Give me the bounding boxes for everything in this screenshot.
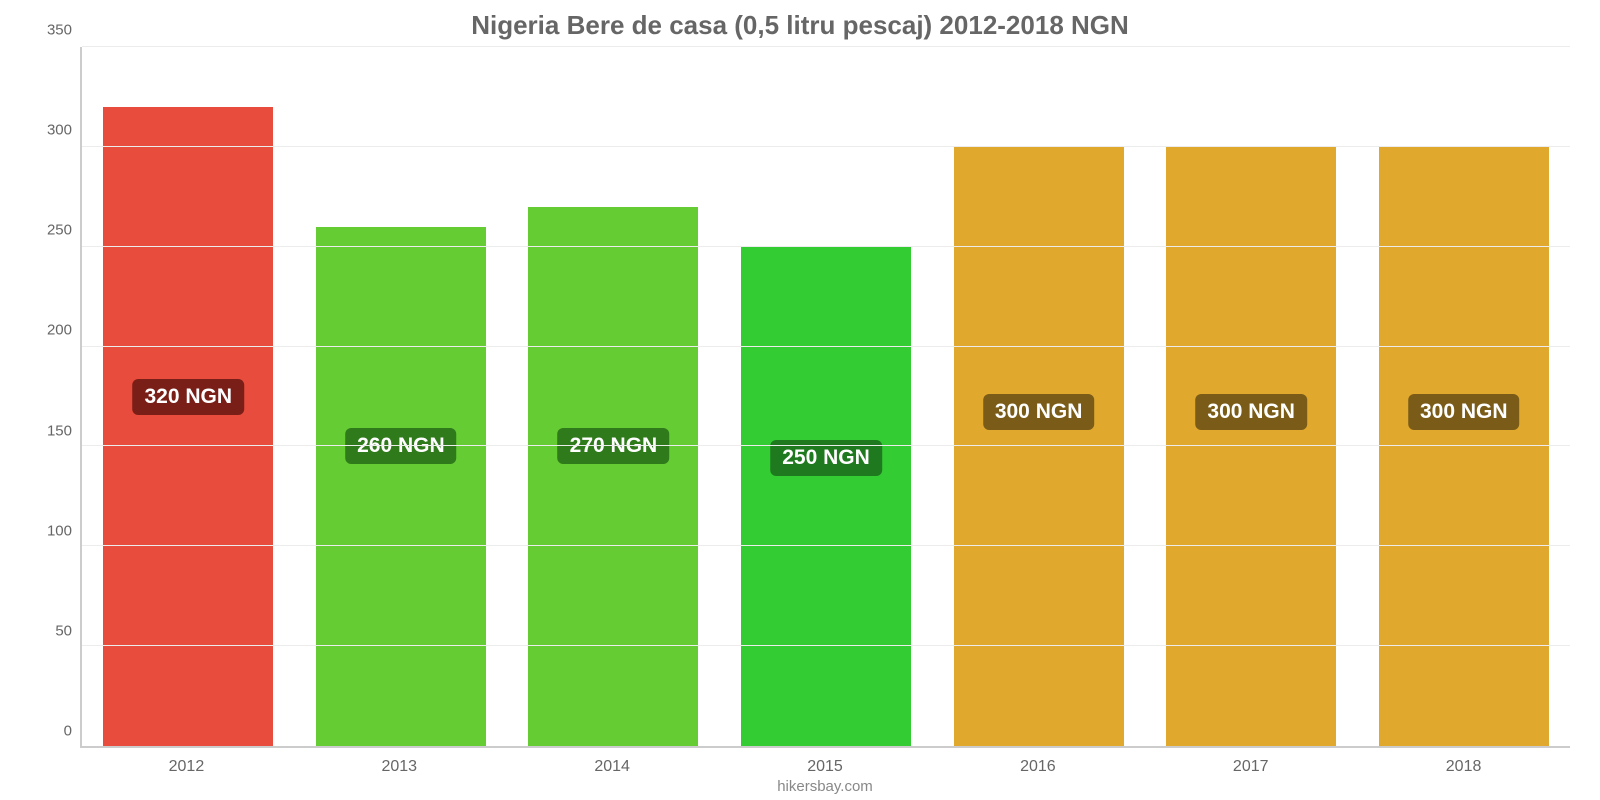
x-axis: 2012201320142015201620172018 <box>80 758 1570 776</box>
grid-line <box>82 146 1570 147</box>
x-tick-label: 2014 <box>506 758 719 776</box>
bar: 250 NGN <box>741 247 911 746</box>
y-axis: 050100150200250300350 <box>30 47 80 748</box>
bar-slot: 260 NGN <box>295 47 508 746</box>
bar-value-label: 300 NGN <box>1408 394 1520 430</box>
bar-slot: 270 NGN <box>507 47 720 746</box>
bar-value-label: 300 NGN <box>1195 394 1307 430</box>
x-tick-label: 2017 <box>1144 758 1357 776</box>
bar-value-label: 260 NGN <box>345 428 457 464</box>
x-tick-label: 2015 <box>719 758 932 776</box>
grid-line <box>82 246 1570 247</box>
y-tick-label: 50 <box>55 622 72 639</box>
bar-slot: 300 NGN <box>1145 47 1358 746</box>
grid-line <box>82 346 1570 347</box>
source-label: hikersbay.com <box>80 778 1570 795</box>
bars-container: 320 NGN 260 NGN 270 NGN 250 NGN 300 NGN 300 N… <box>82 47 1570 746</box>
y-tick-label: 300 <box>47 122 72 139</box>
grid-line <box>82 645 1570 646</box>
grid-line <box>82 545 1570 546</box>
x-tick-label: 2013 <box>293 758 506 776</box>
y-tick-label: 100 <box>47 522 72 539</box>
bar-slot: 300 NGN <box>932 47 1145 746</box>
grid-line <box>82 445 1570 446</box>
y-tick-label: 150 <box>47 422 72 439</box>
x-tick-label: 2016 <box>931 758 1144 776</box>
plot-area: 320 NGN 260 NGN 270 NGN 250 NGN 300 NGN 300 N… <box>80 47 1570 748</box>
y-tick-label: 250 <box>47 222 72 239</box>
bar-value-label: 270 NGN <box>558 428 670 464</box>
grid-line <box>82 46 1570 47</box>
bar-value-label: 320 NGN <box>133 379 245 415</box>
y-tick-label: 0 <box>64 723 72 740</box>
bar-chart: Nigeria Bere de casa (0,5 litru pescaj) … <box>0 0 1600 800</box>
bar-slot: 320 NGN <box>82 47 295 746</box>
bar: 270 NGN <box>528 207 698 746</box>
y-tick-label: 350 <box>47 22 72 39</box>
plot-outer: 050100150200250300350 320 NGN260 NGN270 … <box>30 47 1570 748</box>
bar: 320 NGN <box>103 107 273 746</box>
bar: 260 NGN <box>316 227 486 746</box>
bar-slot: 250 NGN <box>720 47 933 746</box>
x-tick-label: 2018 <box>1357 758 1570 776</box>
chart-title: Nigeria Bere de casa (0,5 litru pescaj) … <box>30 10 1570 41</box>
x-tick-label: 2012 <box>80 758 293 776</box>
bar-slot: 300 NGN <box>1357 47 1570 746</box>
bar-value-label: 300 NGN <box>983 394 1095 430</box>
y-tick-label: 200 <box>47 322 72 339</box>
